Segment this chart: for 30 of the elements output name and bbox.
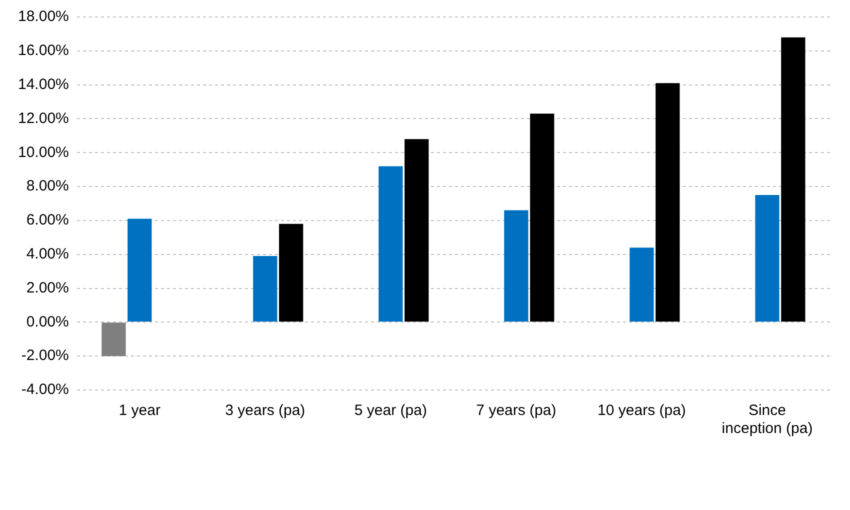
bar [781,37,806,322]
x-tick-label: 3 years (pa) [225,402,306,420]
y-tick-label: 10.00% [18,144,69,161]
bar [630,248,654,322]
y-tick-label: 18.00% [18,8,69,26]
y-tick-label: 6.00% [26,212,69,229]
x-tick-label: Since inception (pa) [722,402,813,438]
y-tick-label: 2.00% [26,279,69,296]
y-tick-label: 12.00% [18,110,69,127]
bar [530,114,554,322]
x-tick-label: 7 years (pa) [476,402,556,420]
bar [128,218,152,322]
bar [755,195,780,322]
bar [279,224,304,322]
bar [504,210,528,322]
x-tick-label: 5 year (pa) [354,402,427,420]
bar [253,256,278,322]
x-tick-label: 1 year [118,402,160,420]
bar [404,139,429,322]
x-tick-label: 10 years (pa) [598,402,686,420]
y-tick-label: 4.00% [26,246,69,263]
y-tick-label: 14.00% [18,76,69,93]
y-tick-label: 16.00% [18,42,69,60]
bar [102,322,126,356]
y-tick-label: -4.00% [21,381,69,398]
y-tick-label: -2.00% [21,347,69,364]
bar [378,166,403,322]
y-tick-label: 0.00% [26,313,69,330]
y-tick-label: 8.00% [26,178,69,195]
bar [656,83,680,322]
